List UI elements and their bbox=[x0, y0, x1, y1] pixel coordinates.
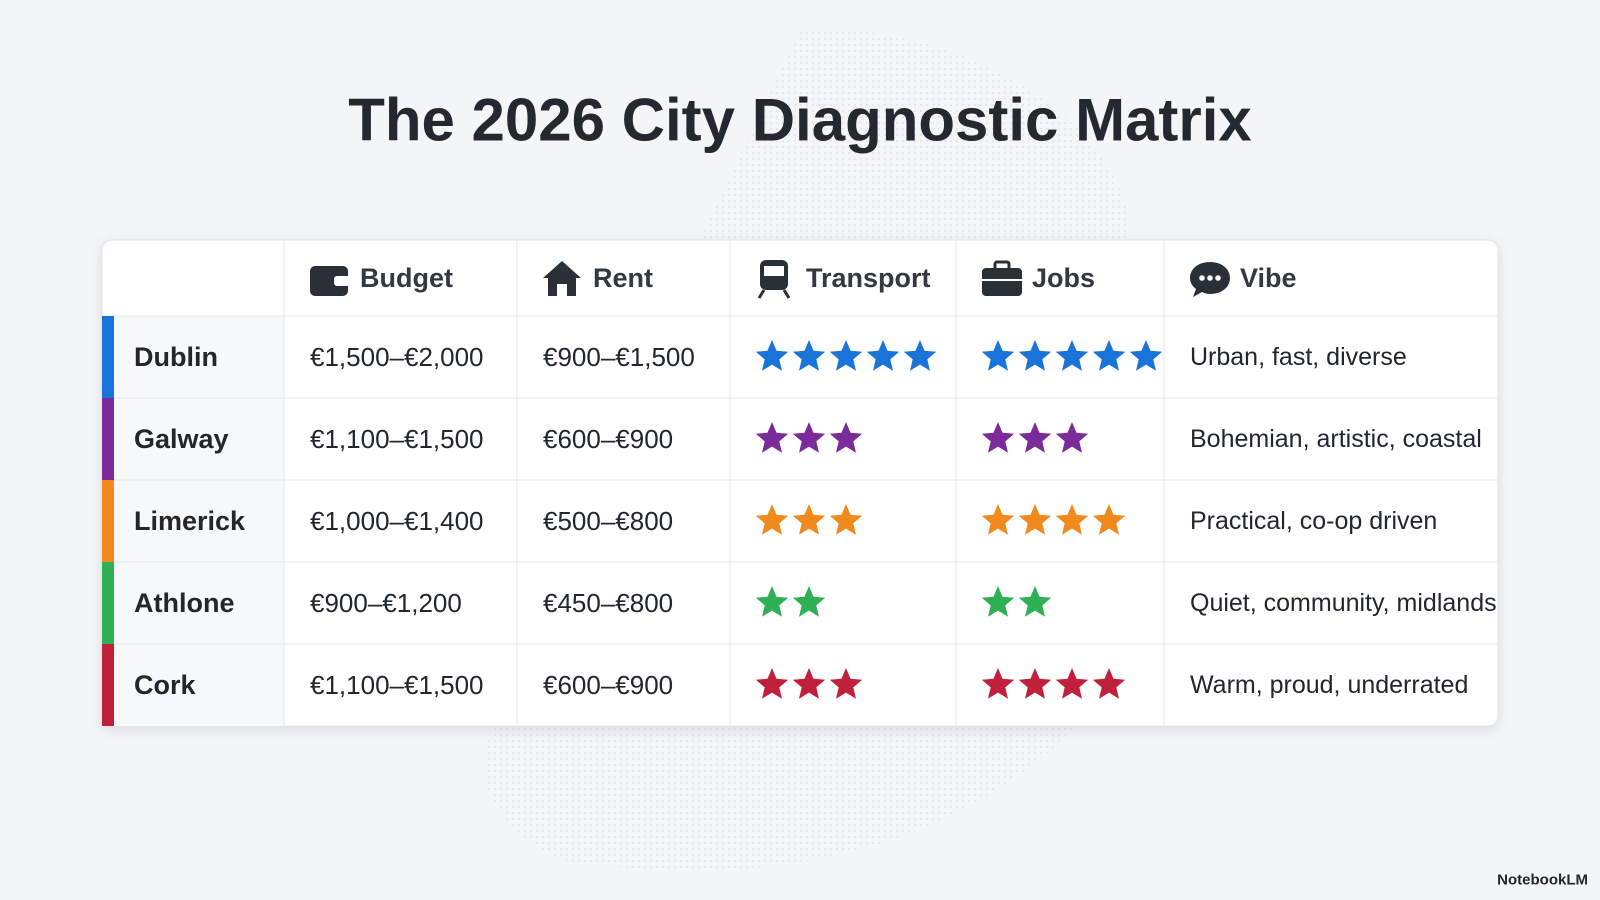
row-color-bar bbox=[102, 480, 114, 562]
icon-part bbox=[764, 266, 784, 276]
city-name: Limerick bbox=[134, 506, 246, 536]
star bbox=[755, 668, 789, 699]
star bbox=[1129, 340, 1163, 371]
star bbox=[1018, 586, 1052, 617]
column-header: Budget bbox=[360, 263, 453, 293]
star bbox=[1018, 668, 1052, 699]
star bbox=[1018, 504, 1052, 535]
table-card bbox=[101, 239, 1499, 727]
rent-cell: €450–€800 bbox=[543, 588, 673, 618]
row-color-bar bbox=[102, 316, 114, 398]
icon-part bbox=[982, 268, 1022, 296]
star bbox=[829, 340, 863, 371]
icon-part bbox=[310, 266, 348, 296]
city-name: Athlone bbox=[134, 588, 235, 618]
row-color-bar bbox=[102, 562, 114, 644]
jobs-rating bbox=[981, 504, 1126, 535]
icon-part bbox=[1199, 275, 1205, 281]
star bbox=[792, 504, 826, 535]
column-header: Transport bbox=[806, 263, 931, 293]
star bbox=[981, 668, 1015, 699]
star bbox=[755, 504, 789, 535]
icon-part bbox=[543, 261, 581, 296]
star bbox=[1092, 340, 1126, 371]
star bbox=[829, 504, 863, 535]
star bbox=[1018, 340, 1052, 371]
transport-rating bbox=[755, 340, 937, 371]
budget-cell: €1,100–€1,500 bbox=[310, 424, 484, 454]
jobs-rating bbox=[981, 340, 1163, 371]
jobs-rating bbox=[981, 668, 1126, 699]
city-name: Dublin bbox=[134, 342, 218, 372]
row-color-bar bbox=[102, 398, 114, 480]
star bbox=[1055, 340, 1089, 371]
rent-cell: €900–€1,500 bbox=[543, 342, 695, 372]
transport-rating bbox=[755, 422, 863, 453]
star bbox=[755, 586, 789, 617]
star bbox=[903, 340, 937, 371]
star bbox=[1018, 422, 1052, 453]
star bbox=[792, 668, 826, 699]
vibe-cell: Urban, fast, diverse bbox=[1190, 343, 1407, 371]
star bbox=[1092, 668, 1126, 699]
header-icon bbox=[1190, 262, 1230, 297]
transport-rating bbox=[755, 668, 863, 699]
column-header: Jobs bbox=[1032, 263, 1095, 293]
transport-rating bbox=[755, 504, 863, 535]
star bbox=[792, 340, 826, 371]
icon-part bbox=[757, 289, 791, 299]
column-header: Rent bbox=[593, 263, 653, 293]
star bbox=[981, 422, 1015, 453]
vibe-cell: Warm, proud, underrated bbox=[1190, 671, 1468, 699]
rent-cell: €600–€900 bbox=[543, 670, 673, 700]
header-icon bbox=[757, 260, 791, 299]
star bbox=[792, 586, 826, 617]
star bbox=[981, 504, 1015, 535]
star bbox=[981, 586, 1015, 617]
column-header: Vibe bbox=[1240, 263, 1297, 293]
icon-part bbox=[1215, 275, 1221, 281]
header-icon bbox=[543, 261, 581, 296]
star bbox=[829, 668, 863, 699]
icon-part bbox=[993, 260, 1011, 272]
star bbox=[755, 340, 789, 371]
vibe-cell: Bohemian, artistic, coastal bbox=[1190, 425, 1482, 453]
city-name: Cork bbox=[134, 670, 196, 700]
budget-cell: €1,500–€2,000 bbox=[310, 342, 484, 372]
jobs-rating bbox=[981, 586, 1052, 617]
header-icon bbox=[982, 260, 1022, 296]
rent-cell: €500–€800 bbox=[543, 506, 673, 536]
rent-cell: €600–€900 bbox=[543, 424, 673, 454]
budget-cell: €1,100–€1,500 bbox=[310, 670, 484, 700]
star bbox=[1055, 422, 1089, 453]
title: The 2026 City Diagnostic Matrix bbox=[348, 87, 1252, 154]
transport-rating bbox=[755, 586, 826, 617]
vibe-cell: Practical, co-op driven bbox=[1190, 507, 1437, 535]
header-icon bbox=[310, 266, 350, 296]
footer-brand: NotebookLM bbox=[1497, 872, 1588, 889]
star bbox=[866, 340, 900, 371]
star bbox=[1092, 504, 1126, 535]
city-column bbox=[102, 316, 284, 726]
icon-part bbox=[334, 276, 350, 286]
budget-cell: €1,000–€1,400 bbox=[310, 506, 484, 536]
jobs-rating bbox=[981, 422, 1089, 453]
star bbox=[755, 422, 789, 453]
icon-part bbox=[1207, 275, 1213, 281]
city-name: Galway bbox=[134, 424, 229, 454]
star bbox=[1055, 504, 1089, 535]
budget-cell: €900–€1,200 bbox=[310, 588, 462, 618]
row-color-bar bbox=[102, 644, 114, 726]
star bbox=[981, 340, 1015, 371]
star bbox=[829, 422, 863, 453]
star bbox=[1055, 668, 1089, 699]
star bbox=[792, 422, 826, 453]
vibe-cell: Quiet, community, midlands bbox=[1190, 589, 1497, 617]
